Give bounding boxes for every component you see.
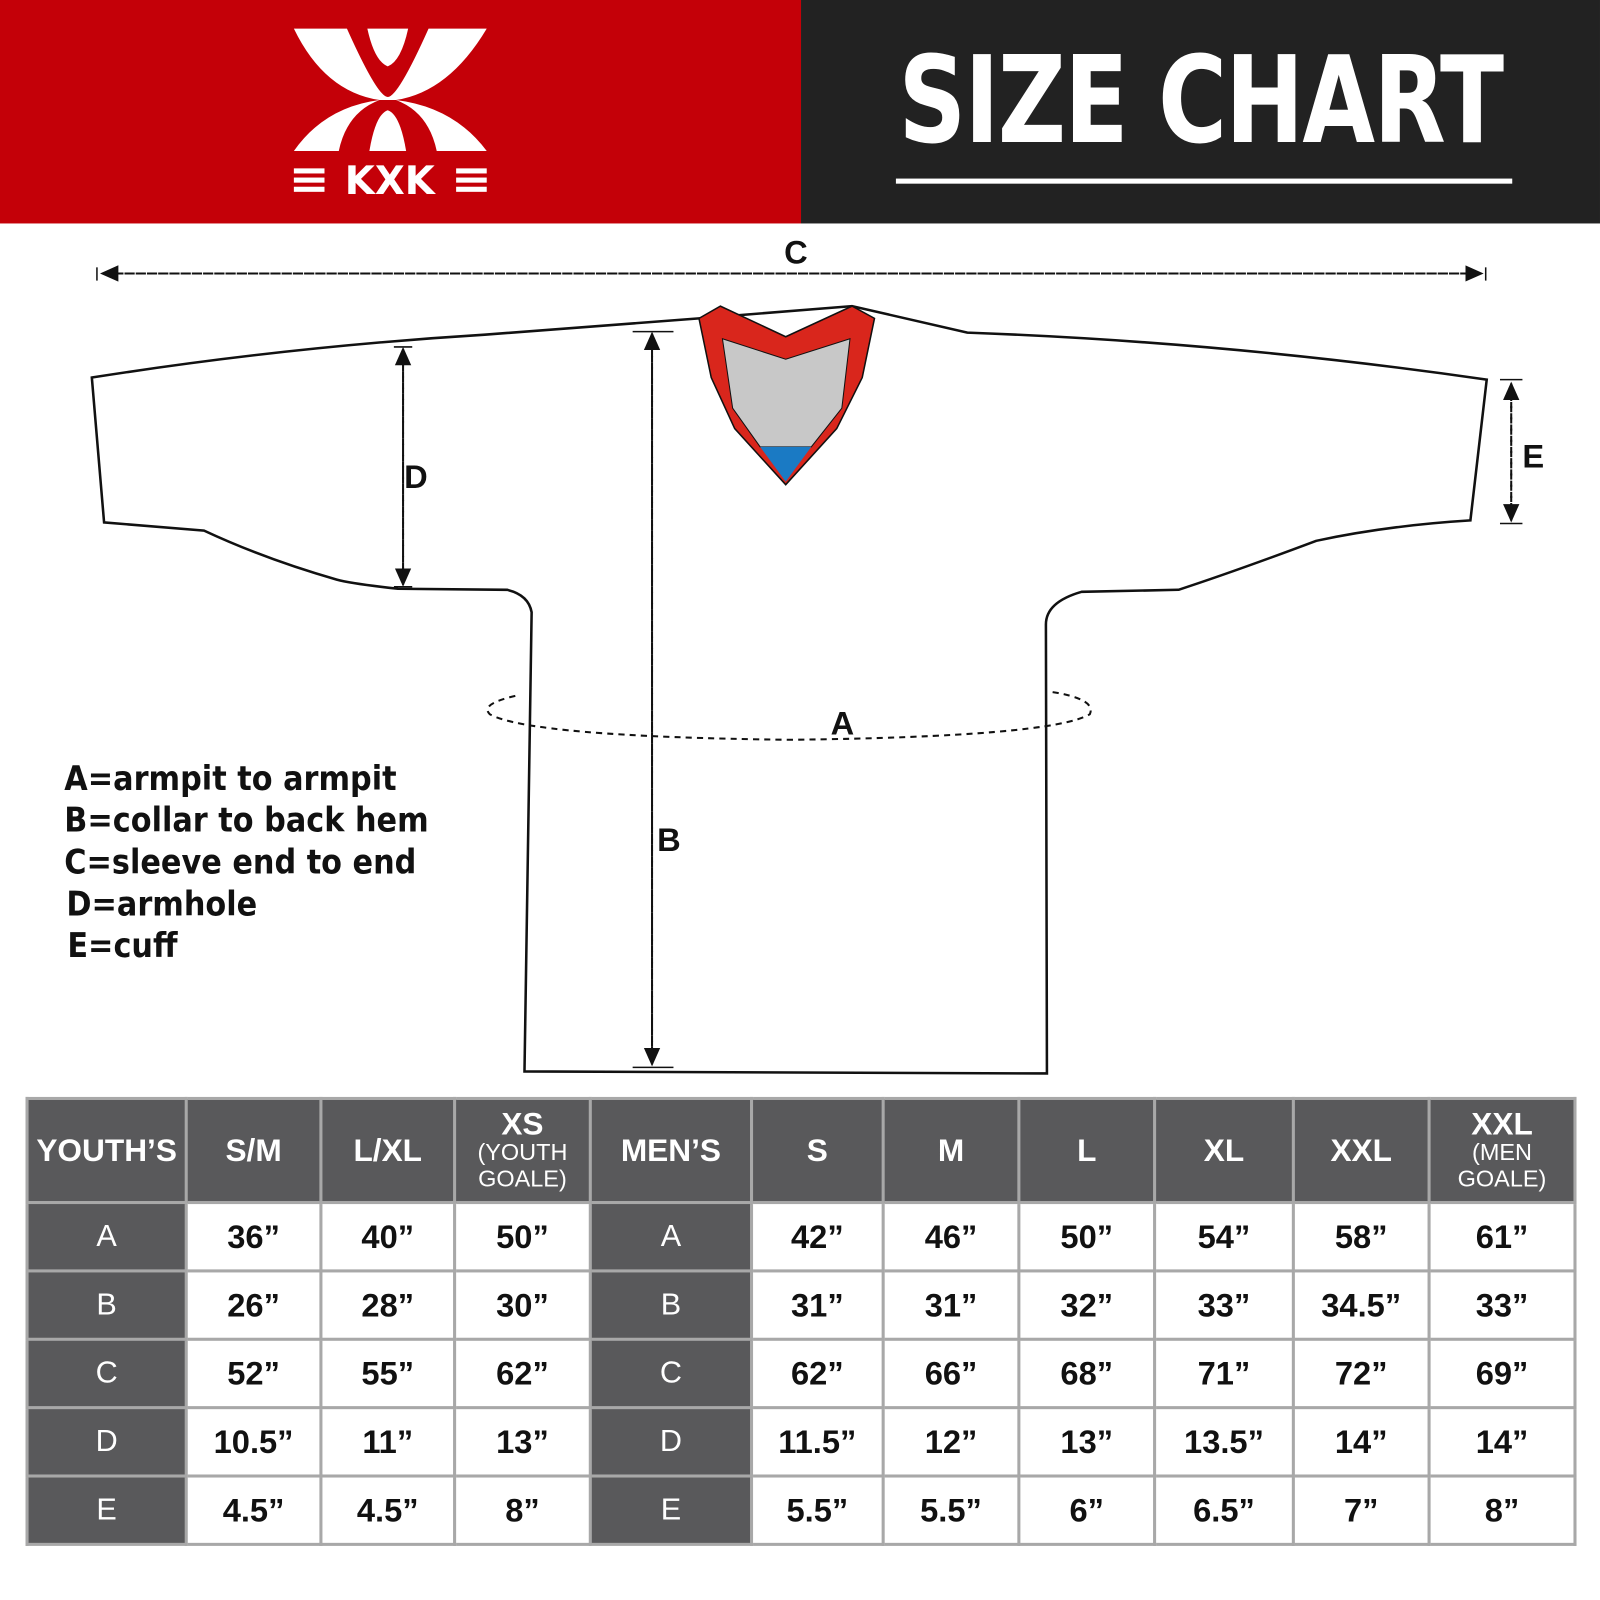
col-header: L — [1017, 1096, 1157, 1205]
label-e: E — [1522, 437, 1544, 474]
col-header: XS (YOUTH GOALE) — [453, 1096, 592, 1205]
row-key: E — [25, 1474, 188, 1546]
table-cell: 58” — [1291, 1201, 1431, 1273]
label-d: D — [404, 458, 428, 495]
dimension-a-ellipse — [486, 690, 1092, 741]
table-cell: 14” — [1427, 1406, 1577, 1478]
table-row: D 10.5” 11” 13” D 11.5” 12” 13” 13.5” 14” 14” — [25, 1406, 1577, 1478]
brand-banner: KXK — [0, 0, 802, 224]
col-header: S/M — [184, 1096, 323, 1205]
table-cell: 30” — [453, 1269, 592, 1341]
table-cell: 26” — [184, 1269, 323, 1341]
table-cell: 40” — [319, 1201, 457, 1273]
row-key: E — [588, 1474, 754, 1546]
table-cell: 62” — [453, 1337, 592, 1410]
table-cell: 6” — [1017, 1474, 1157, 1546]
table-row: E 4.5” 4.5” 8” E 5.5” 5.5” 6” 6.5” 7” 8” — [25, 1474, 1577, 1546]
table-cell: 7” — [1291, 1474, 1431, 1546]
page-title: SIZE CHART — [898, 29, 1505, 171]
row-key: B — [588, 1269, 754, 1341]
table-cell: 11.5” — [749, 1406, 885, 1478]
logo-text: KXK — [345, 159, 437, 204]
table-header-row: YOUTH’S S/M L/XL XS (YOUTH GOALE) MEN’S S… — [25, 1096, 1577, 1205]
table-cell: 54” — [1153, 1201, 1295, 1273]
col-header: M — [881, 1096, 1021, 1205]
table-cell: 55” — [319, 1337, 457, 1410]
table-cell: 68” — [1017, 1337, 1157, 1410]
collar-inner — [721, 338, 851, 448]
table-row: A 36” 40” 50” A 42” 46” 50” 54” 58” 61” — [25, 1201, 1577, 1273]
table-cell: 62” — [749, 1337, 885, 1410]
table-cell: 5.5” — [881, 1474, 1021, 1546]
table-cell: 72” — [1291, 1337, 1431, 1410]
table-cell: 36” — [184, 1201, 323, 1273]
row-key: D — [588, 1406, 754, 1478]
table-cell: 31” — [749, 1269, 885, 1341]
table-cell: 12” — [881, 1406, 1021, 1478]
table-cell: 8” — [453, 1474, 592, 1546]
col-header: S — [749, 1096, 885, 1205]
table-cell: 34.5” — [1291, 1269, 1431, 1341]
table-cell: 71” — [1153, 1337, 1295, 1410]
row-key: A — [588, 1201, 754, 1273]
row-key: C — [588, 1337, 754, 1410]
title-banner — [801, 0, 1600, 224]
table-cell: 33” — [1153, 1269, 1295, 1341]
table-cell: 5.5” — [749, 1474, 885, 1546]
collar-accent — [760, 446, 812, 482]
table-row: B 26” 28” 30” B 31” 31” 32” 33” 34.5” 33” — [25, 1269, 1577, 1341]
table-cell: 13.5” — [1153, 1406, 1295, 1478]
men-header: MEN’S — [588, 1096, 754, 1205]
youth-header: YOUTH’S — [25, 1096, 188, 1205]
table-cell: 69” — [1427, 1337, 1577, 1410]
row-key: C — [25, 1337, 188, 1410]
legend-e: E=cuff — [67, 925, 178, 966]
row-key: A — [25, 1201, 188, 1273]
jersey-outline — [90, 304, 1489, 1075]
table-cell: 31” — [881, 1269, 1021, 1341]
table-cell: 50” — [453, 1201, 592, 1273]
table-cell: 61” — [1427, 1201, 1577, 1273]
col-header: XXL — [1291, 1096, 1431, 1205]
size-table: YOUTH’S S/M L/XL XS (YOUTH GOALE) MEN’S S… — [25, 1096, 1577, 1546]
title-underline — [895, 178, 1513, 184]
legend-b: B=collar to back hem — [64, 799, 429, 840]
table-row: C 52” 55” 62” C 62” 66” 68” 71” 72” 69” — [25, 1337, 1577, 1410]
row-key: D — [25, 1406, 188, 1478]
legend-d: D=armhole — [66, 883, 258, 924]
table-cell: 13” — [1017, 1406, 1157, 1478]
table-cell: 10.5” — [184, 1406, 323, 1478]
table-cell: 4.5” — [184, 1474, 323, 1546]
table-cell: 13” — [453, 1406, 592, 1478]
legend-a: A=armpit to armpit — [64, 758, 397, 798]
table-cell: 32” — [1017, 1269, 1157, 1341]
table-cell: 66” — [881, 1337, 1021, 1410]
table-cell: 11” — [319, 1406, 457, 1478]
table-cell: 52” — [184, 1337, 323, 1410]
table-cell: 4.5” — [319, 1474, 457, 1546]
col-header: XL — [1153, 1096, 1295, 1205]
table-cell: 14” — [1291, 1406, 1431, 1478]
label-a: A — [831, 705, 855, 742]
table-cell: 46” — [881, 1201, 1021, 1273]
legend-c: C=sleeve end to end — [64, 841, 417, 882]
kxk-logo: KXK — [293, 28, 487, 204]
table-cell: 8” — [1427, 1474, 1577, 1546]
label-b: B — [657, 821, 681, 858]
row-key: B — [25, 1269, 188, 1341]
table-cell: 42” — [749, 1201, 885, 1273]
table-cell: 6.5” — [1153, 1474, 1295, 1546]
jersey-diagram: C D B E A — [90, 233, 1544, 1075]
table-cell: 33” — [1427, 1269, 1577, 1341]
col-header: XXL (MEN GOALE) — [1427, 1096, 1577, 1205]
table-cell: 28” — [319, 1269, 457, 1341]
table-cell: 50” — [1017, 1201, 1157, 1273]
col-header: L/XL — [319, 1096, 457, 1205]
label-c: C — [784, 233, 808, 270]
